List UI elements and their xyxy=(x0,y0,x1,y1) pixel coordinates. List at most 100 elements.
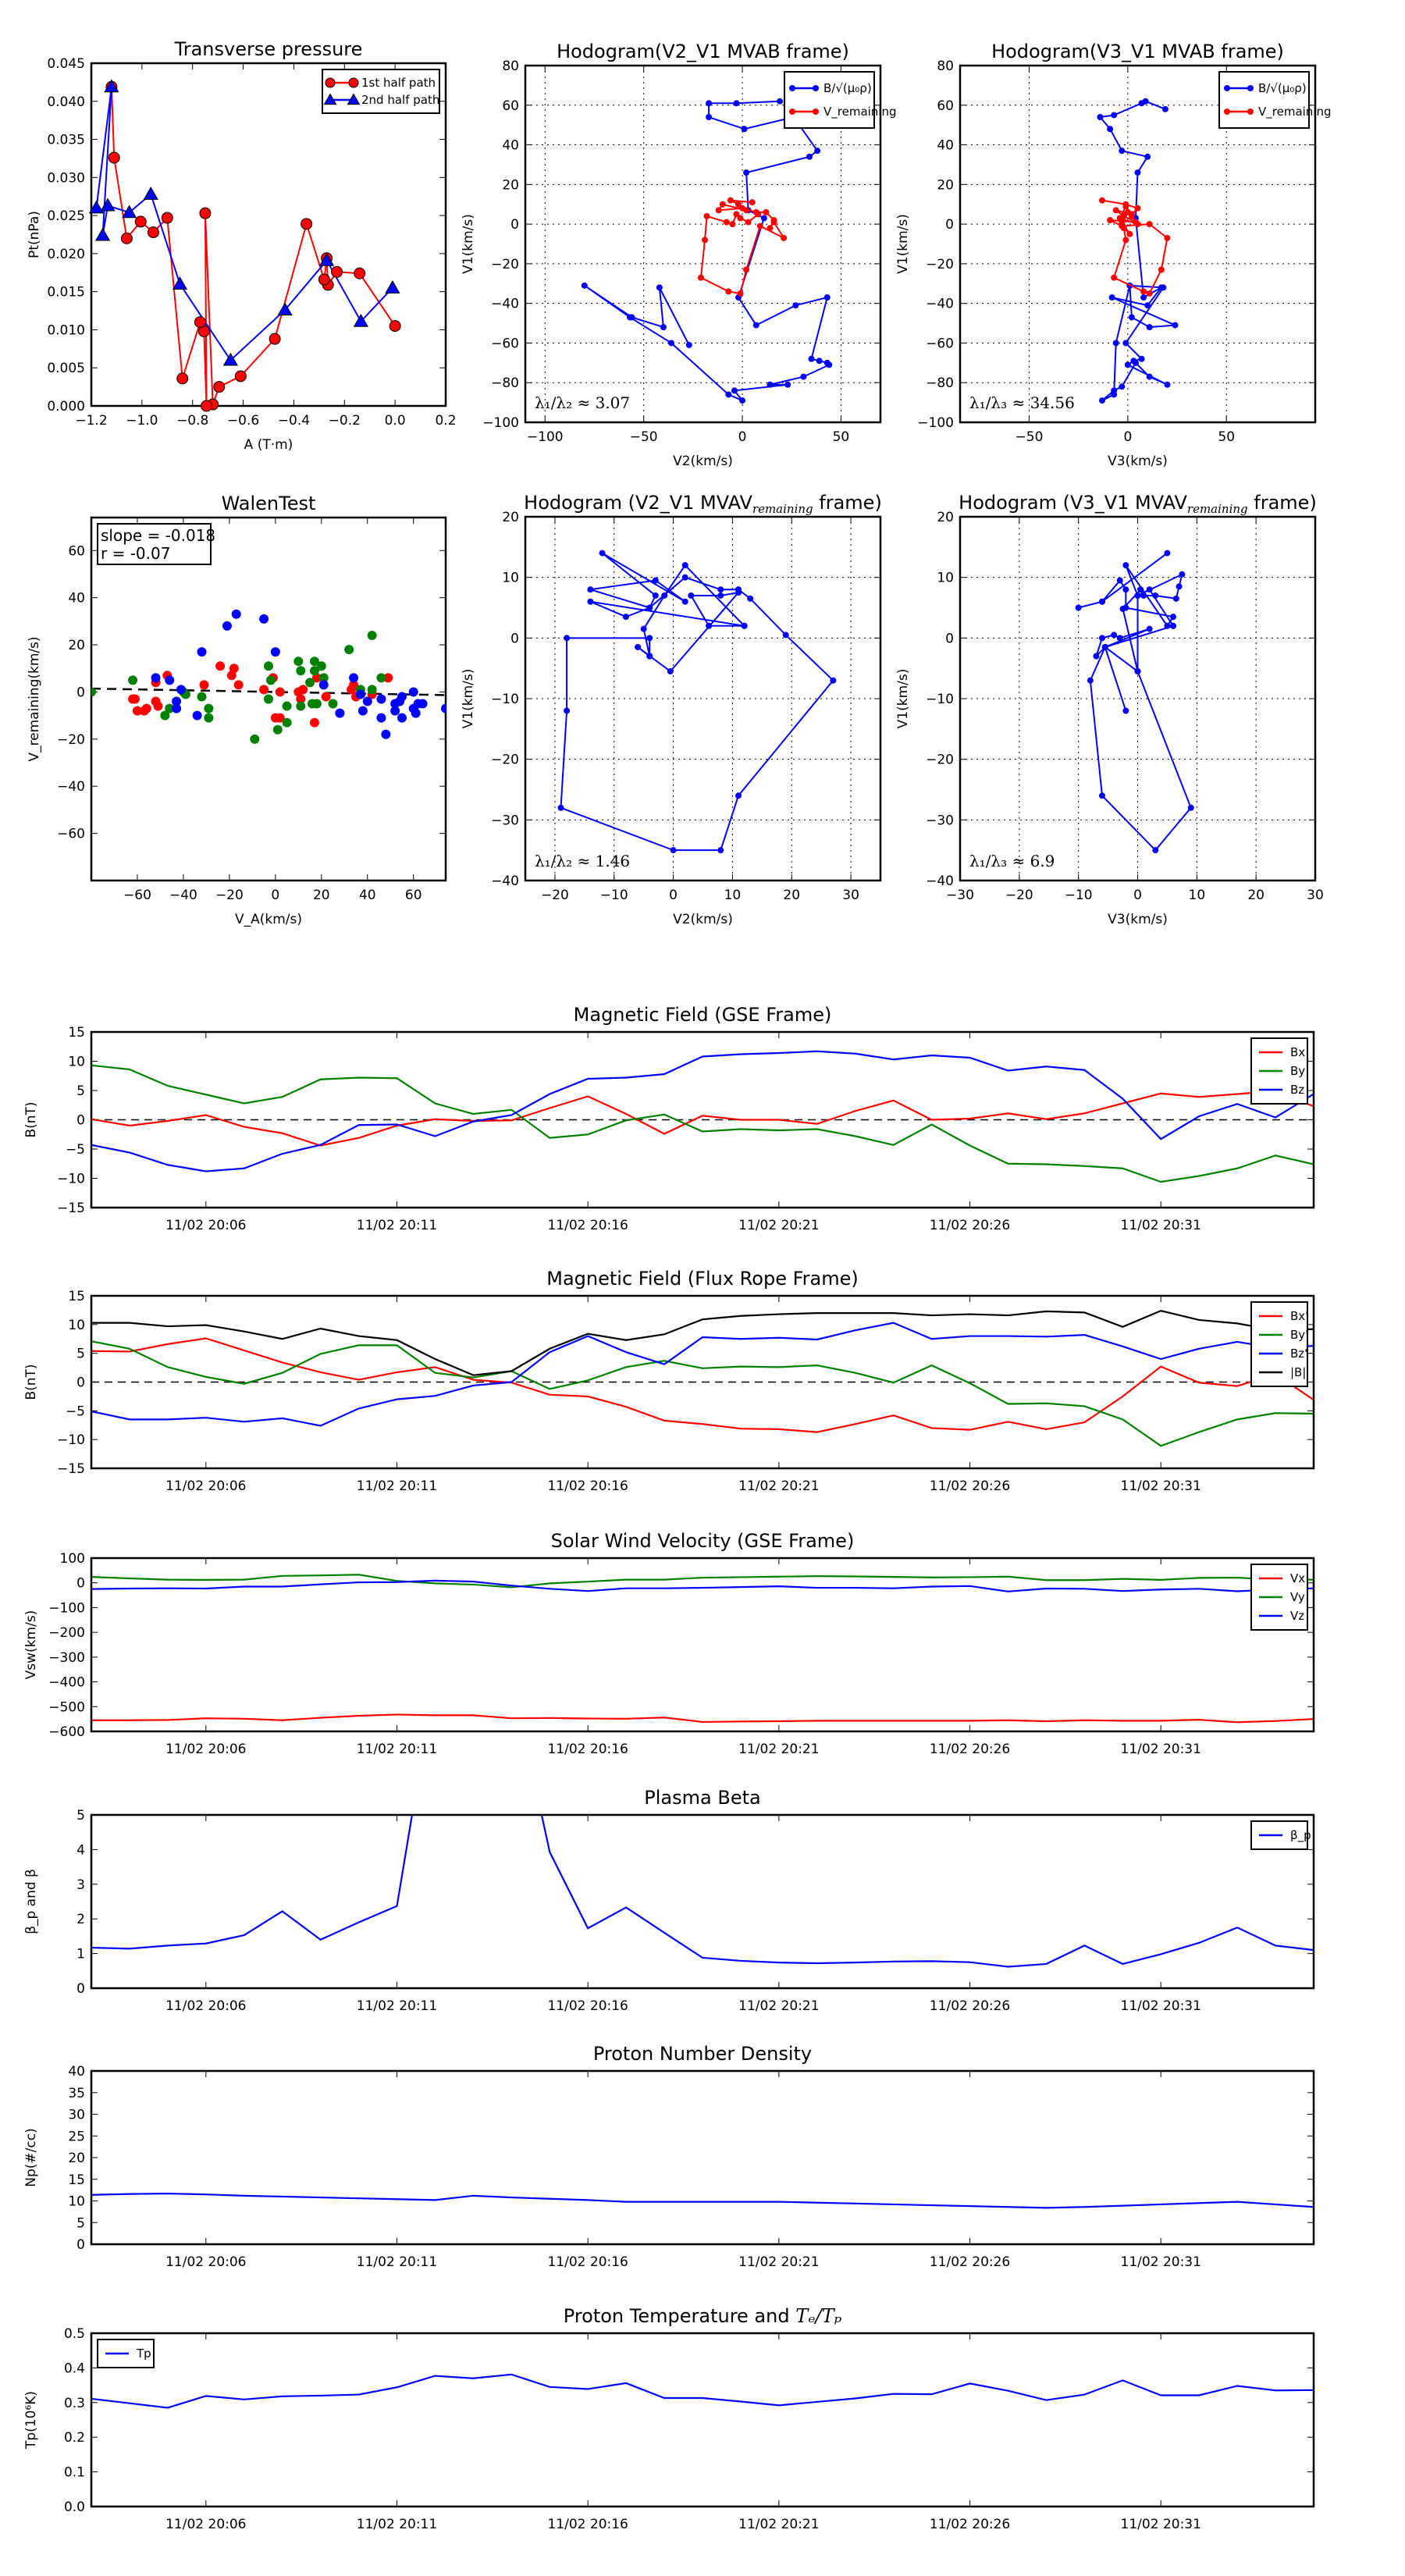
legend-label: Bz' xyxy=(1290,1347,1307,1361)
chart-hodogram-h1: −100 −50 0 50 −100 −80 −60 −40 −20 0 20 40 60 80 V2(km… xyxy=(461,41,897,469)
data-point xyxy=(737,215,744,222)
data-point xyxy=(1144,302,1151,309)
data-point xyxy=(1170,614,1176,621)
data-point xyxy=(277,302,293,316)
x-tick-label: −10 xyxy=(600,888,628,903)
y-tick-label: −600 xyxy=(48,1724,85,1740)
data-point xyxy=(354,267,366,279)
time-tick-label: 11/02 20:11 xyxy=(357,1742,437,1757)
eigenvalue-ratio: λ₁/λ₂ ≈ 1.46 xyxy=(535,852,630,870)
legend: B/√(μ₀ρ) V_remaining xyxy=(784,71,897,129)
data-point xyxy=(646,604,653,611)
series-line-Bx' xyxy=(91,1337,1314,1433)
x-tick-label: 20 xyxy=(783,888,800,903)
chart-np: 11/02 20:06 11/02 20:11 11/02 20:16 11/02 2… xyxy=(23,2043,1315,2270)
chart-title: WalenTest xyxy=(222,493,316,514)
data-point xyxy=(731,387,738,394)
data-point xyxy=(735,792,742,799)
plot-area xyxy=(91,2192,1314,2209)
y-tick-label: −100 xyxy=(48,1600,85,1616)
chart-title: Hodogram (V2_V1 MVAVremaining frame) xyxy=(524,492,882,516)
data-point-z-component xyxy=(390,706,400,716)
data-point xyxy=(385,280,400,294)
y-axis-label: Np(#/cc) xyxy=(23,2128,39,2186)
data-point xyxy=(1099,197,1105,204)
data-point xyxy=(1146,324,1153,331)
x-tick-label: 20 xyxy=(1247,888,1264,903)
y-tick-label: 0 xyxy=(510,217,519,233)
data-point xyxy=(1152,592,1159,599)
plot-frame xyxy=(90,2069,1315,2246)
data-point-x-component xyxy=(275,687,285,697)
data-point xyxy=(1101,643,1108,650)
plot-area xyxy=(91,2373,1314,2409)
x-tick-label: 50 xyxy=(833,429,850,445)
y-tick-label: 0.000 xyxy=(47,399,85,415)
eigenvalue-ratio: λ₁/λ₃ ≈ 34.56 xyxy=(969,393,1075,412)
legend-label: Vy xyxy=(1290,1590,1305,1604)
legend-marker xyxy=(789,85,795,91)
data-point-x-component xyxy=(226,671,237,681)
data-point xyxy=(1075,604,1082,611)
data-point xyxy=(581,282,588,289)
plot-area xyxy=(91,1050,1314,1183)
time-tick-label: 11/02 20:31 xyxy=(1121,2517,1201,2532)
data-point xyxy=(1176,583,1183,590)
data-point xyxy=(564,707,571,714)
y-axis-label: V_remaining(km/s) xyxy=(27,636,42,761)
data-point xyxy=(681,574,688,581)
chart-title: Solar Wind Velocity (GSE Frame) xyxy=(551,1530,855,1552)
data-point-x-component xyxy=(311,673,322,683)
y-tick-label: −60 xyxy=(926,336,954,351)
legend: Bx By Bz xyxy=(1250,1037,1308,1105)
y-tick-label: 60 xyxy=(937,98,954,114)
data-point xyxy=(717,586,724,593)
y-tick-label: 0.005 xyxy=(47,361,85,376)
data-point-y-component xyxy=(305,678,315,688)
data-point xyxy=(784,381,791,388)
data-point-z-component xyxy=(397,713,407,723)
plot-frame xyxy=(959,515,1317,882)
y-tick-label: 5 xyxy=(76,1347,85,1362)
data-point xyxy=(808,355,815,362)
time-tick-label: 11/02 20:16 xyxy=(547,2254,628,2270)
data-point xyxy=(1134,592,1141,599)
data-point xyxy=(1140,294,1147,301)
data-point xyxy=(1128,314,1135,321)
y-tick-label: −10 xyxy=(926,692,954,707)
data-point xyxy=(725,391,732,398)
chart-transverse-pressure: −1.2 −1.0 −0.8 −0.6 −0.4 −0.2 0.0 0.2 0.000 0.005… xyxy=(27,38,457,453)
x-tick-label: 10 xyxy=(1189,888,1206,903)
data-point xyxy=(1146,625,1153,632)
y-tick-label: 10 xyxy=(68,1055,85,1070)
y-tick-label: 1 xyxy=(76,1947,85,1962)
data-point xyxy=(646,653,653,660)
data-point xyxy=(301,218,313,230)
data-point-y-component xyxy=(367,685,377,695)
data-point xyxy=(706,114,713,121)
legend-marker xyxy=(813,109,819,115)
y-tick-label: 0 xyxy=(76,685,85,700)
time-tick-label: 11/02 20:06 xyxy=(165,2517,246,2532)
data-point xyxy=(353,313,368,327)
plot-area xyxy=(91,1815,1314,1968)
data-point xyxy=(234,370,247,382)
x-tick-label: 0 xyxy=(271,888,279,903)
data-point xyxy=(747,595,754,602)
y-tick-label: 0 xyxy=(945,631,954,646)
data-point xyxy=(1164,234,1171,241)
data-point-y-component xyxy=(328,699,338,709)
y-tick-label: 35 xyxy=(68,2086,85,2101)
time-tick-label: 11/02 20:16 xyxy=(547,1478,628,1494)
legend-label: β_p xyxy=(1290,1828,1311,1843)
data-point xyxy=(1146,290,1153,297)
y-tick-label: 40 xyxy=(68,591,85,607)
time-tick-label: 11/02 20:26 xyxy=(930,1998,1010,2014)
data-point xyxy=(161,212,173,224)
data-point-y-component xyxy=(309,666,319,676)
y-tick-label: 30 xyxy=(68,2108,85,2123)
data-point xyxy=(702,237,709,244)
y-tick-label: 10 xyxy=(68,2194,85,2210)
y-tick-label: 0 xyxy=(76,1576,85,1592)
data-point-y-component xyxy=(165,703,175,713)
